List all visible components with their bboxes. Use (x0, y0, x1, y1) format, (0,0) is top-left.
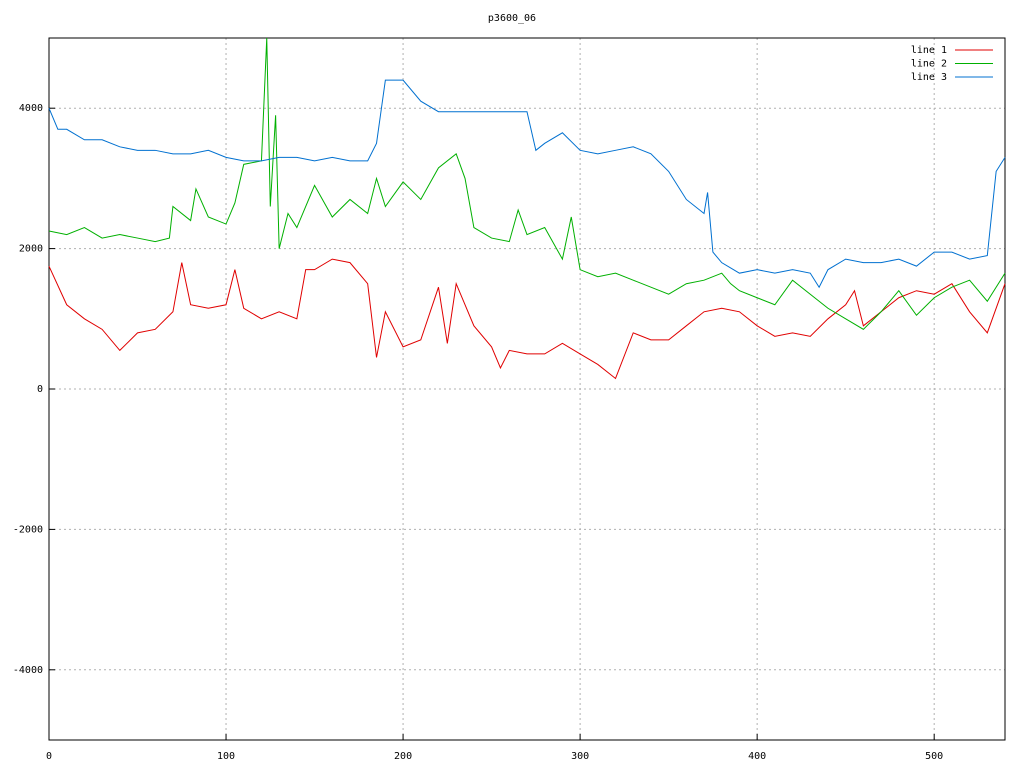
data-line (48, 79, 1006, 289)
y-tick-label: 0 (37, 384, 43, 395)
x-tick-label: 0 (46, 751, 52, 762)
y-tick-label: -2000 (13, 524, 43, 535)
y-tick-label: 4000 (19, 103, 43, 114)
x-tick-label: 500 (925, 751, 943, 762)
data-line (48, 258, 1006, 380)
x-tick-label: 300 (571, 751, 589, 762)
legend-label: line 1 (911, 45, 947, 56)
x-tick-label: 100 (217, 751, 235, 762)
y-tick-label: 2000 (19, 244, 43, 255)
x-tick-label: 200 (394, 751, 412, 762)
chart-title: p3600_06 (488, 13, 536, 24)
legend-label: line 2 (911, 59, 947, 70)
y-tick-label: -4000 (13, 665, 43, 676)
legend-label: line 3 (911, 72, 947, 83)
data-line (48, 37, 1006, 330)
x-tick-label: 400 (748, 751, 766, 762)
plot-frame (48, 37, 1006, 741)
